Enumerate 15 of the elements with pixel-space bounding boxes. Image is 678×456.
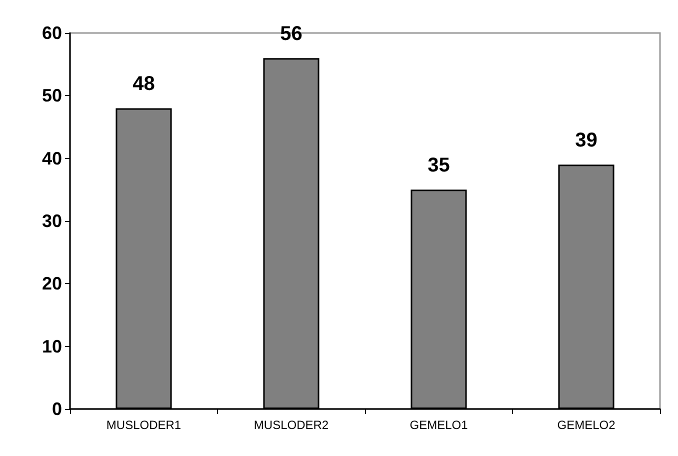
y-tick-label: 30 [42,211,62,231]
x-tick-label: GEMELO2 [557,418,616,432]
data-label: 56 [280,23,302,46]
x-tick-label: MUSLODER1 [106,418,182,432]
data-label: 39 [575,130,598,152]
data-label: 48 [132,73,155,96]
data-label: 35 [428,154,450,177]
x-tick-label: MUSLODER2 [254,418,329,432]
y-tick-label: 10 [42,336,62,356]
y-tick-label: 60 [42,23,62,43]
y-tick-label: 20 [42,274,62,294]
y-tick-label: 0 [52,399,62,419]
x-tick-label: GEMELO1 [410,418,468,432]
y-tick-label: 50 [42,86,62,106]
y-tick-label: 40 [42,148,62,168]
